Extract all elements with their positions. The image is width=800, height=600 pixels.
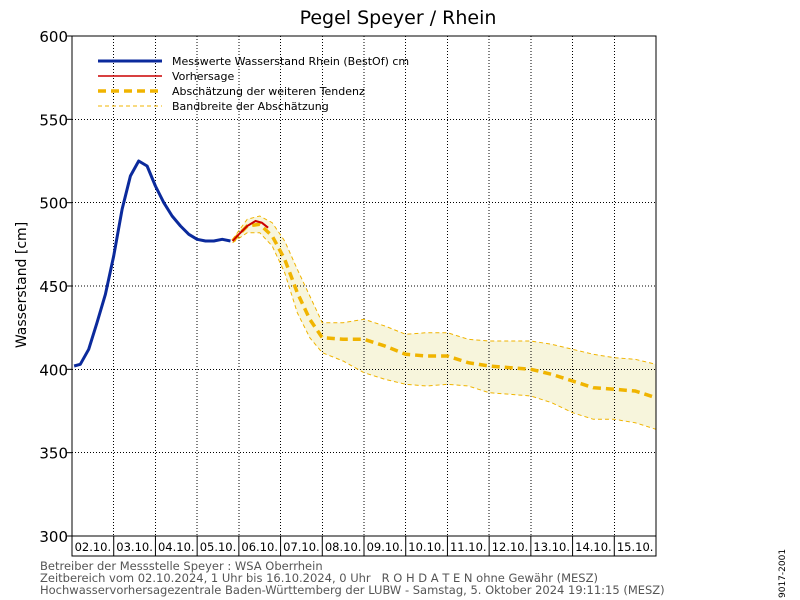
y-axis-label: Wasserstand [cm] <box>14 222 30 348</box>
footer-publisher: Hochwasservorhersagezentrale Baden-Württ… <box>40 583 665 597</box>
x-tick-label: 06.10. <box>241 540 278 554</box>
x-tick-label: 12.10. <box>492 540 529 554</box>
code-label: 9017-2001 <box>778 548 788 598</box>
x-tick-label: 10.10. <box>408 540 445 554</box>
x-tick-label: 02.10. <box>75 540 112 554</box>
x-tick-label: 04.10. <box>158 540 195 554</box>
y-tick-label: 550 <box>39 111 68 129</box>
chart-title: Pegel Speyer / Rhein <box>300 7 497 29</box>
x-tick-label: 03.10. <box>116 540 153 554</box>
band-fill <box>232 216 656 430</box>
measured-line <box>73 159 231 368</box>
x-tick-label: 14.10. <box>575 540 612 554</box>
legend: Messwerte Wasserstand Rhein (BestOf) cm V… <box>98 55 409 113</box>
y-ticks: 300 350 400 450 500 550 600 <box>39 28 72 546</box>
band-area <box>232 216 656 430</box>
legend-label: Vorhersage <box>172 70 234 83</box>
estimate-line <box>231 222 657 400</box>
y-tick-label: 300 <box>39 528 68 546</box>
y-tick-label: 600 <box>39 28 68 46</box>
x-tick-label: 15.10. <box>617 540 654 554</box>
band-lower-line <box>232 232 657 430</box>
y-tick-label: 400 <box>39 361 68 379</box>
footer-operator: Betreiber der Messstelle Speyer : WSA Ob… <box>40 559 323 573</box>
x-tick-label: 13.10. <box>533 540 570 554</box>
legend-label: Messwerte Wasserstand Rhein (BestOf) cm <box>172 55 409 68</box>
x-tick-label: 05.10. <box>200 540 237 554</box>
x-tick-label: 08.10. <box>325 540 362 554</box>
x-tick-label: 09.10. <box>367 540 404 554</box>
y-tick-label: 500 <box>39 195 68 213</box>
grid <box>72 36 656 536</box>
legend-label: Bandbreite der Abschätzung <box>172 100 329 113</box>
band-upper-line <box>232 215 657 365</box>
x-tick-label: 07.10. <box>283 540 320 554</box>
forecast-line <box>231 219 269 242</box>
y-tick-label: 450 <box>39 278 68 296</box>
y-tick-label: 350 <box>39 445 68 463</box>
x-tick-label: 11.10. <box>450 540 487 554</box>
footer-time-range: Zeitbereich vom 02.10.2024, 1 Uhr bis 16… <box>40 571 598 585</box>
legend-label: Abschätzung der weiteren Tendenz <box>172 85 365 98</box>
x-ticks: 02.10. 03.10. 04.10. 05.10. 06.10. 07.10. 08.1… <box>75 536 654 556</box>
series-lines <box>73 159 657 430</box>
